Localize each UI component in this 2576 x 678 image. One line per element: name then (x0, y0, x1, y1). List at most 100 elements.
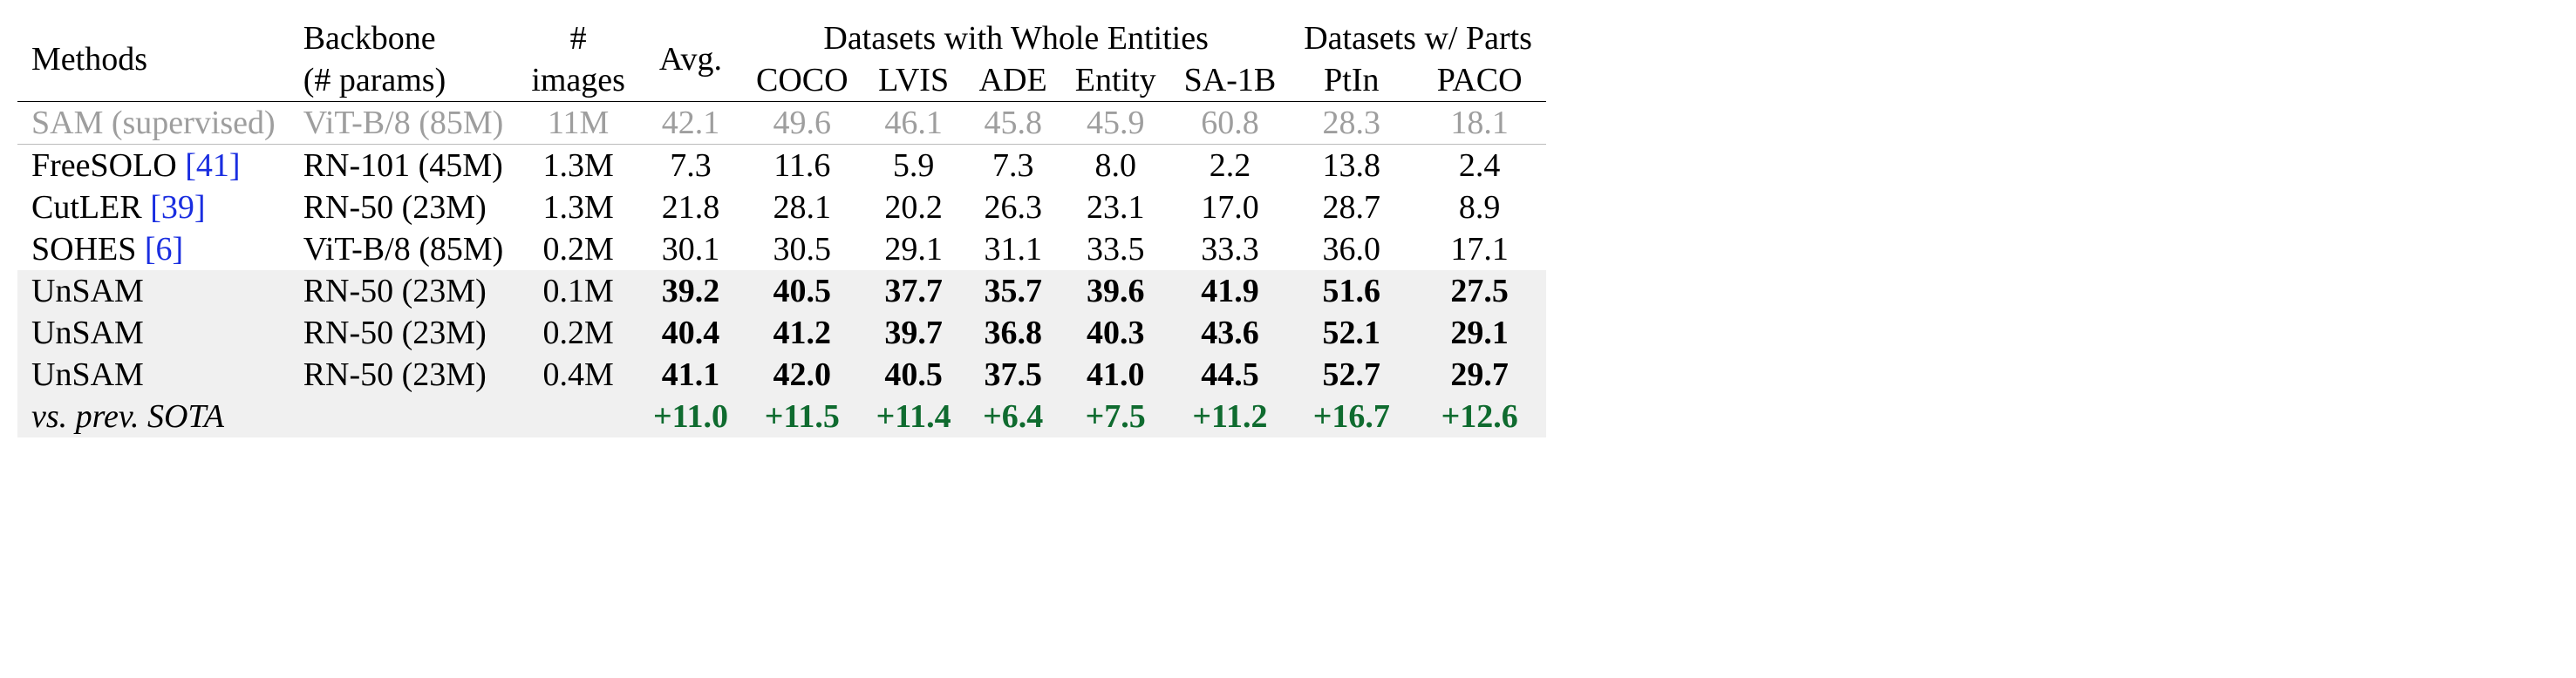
col-header-paco: PACO (1413, 59, 1546, 102)
citation-link[interactable]: [41] (185, 147, 240, 184)
delta-cell: +7.5 (1061, 396, 1170, 437)
val-cell: 40.5 (862, 354, 965, 396)
val-cell: 45.8 (965, 102, 1061, 145)
val-cell: 40.5 (742, 270, 862, 312)
val-cell: 29.1 (1413, 312, 1546, 354)
col-header-sa1b: SA-1B (1170, 59, 1291, 102)
delta-cell: +11.5 (742, 396, 862, 437)
backbone-cell: ViT-B/8 (85M) (290, 228, 518, 270)
citation-link[interactable]: [39] (150, 189, 205, 226)
val-cell: 36.0 (1290, 228, 1413, 270)
results-table: Methods Backbone # Avg. Datasets with Wh… (17, 17, 1546, 437)
val-cell: 37.5 (965, 354, 1061, 396)
val-cell: 36.8 (965, 312, 1061, 354)
val-cell: 44.5 (1170, 354, 1291, 396)
col-header-entity: Entity (1061, 59, 1170, 102)
method-name: FreeSOLO [41] (17, 145, 290, 187)
val-cell: 26.3 (965, 186, 1061, 228)
val-cell: 37.7 (862, 270, 965, 312)
val-cell: 21.8 (639, 186, 742, 228)
method-name: CutLER [39] (17, 186, 290, 228)
backbone-cell: RN-50 (23M) (290, 186, 518, 228)
col-header-methods: Methods (17, 17, 290, 102)
val-cell: 8.0 (1061, 145, 1170, 187)
val-cell: 40.3 (1061, 312, 1170, 354)
val-cell: 33.5 (1061, 228, 1170, 270)
val-cell: 29.7 (1413, 354, 1546, 396)
val-cell: 7.3 (965, 145, 1061, 187)
val-cell: 20.2 (862, 186, 965, 228)
col-header-backbone-top: Backbone (290, 17, 518, 59)
val-cell: 41.1 (639, 354, 742, 396)
val-cell: 41.2 (742, 312, 862, 354)
delta-cell: +16.7 (1290, 396, 1413, 437)
val-cell: 7.3 (639, 145, 742, 187)
delta-cell: +11.4 (862, 396, 965, 437)
citation-link[interactable]: [6] (145, 231, 183, 268)
val-cell: 8.9 (1413, 186, 1546, 228)
val-cell: 41.0 (1061, 354, 1170, 396)
method-name: UnSAM (17, 312, 290, 354)
method-name: SOHES [6] (17, 228, 290, 270)
backbone-cell: RN-50 (23M) (290, 270, 518, 312)
method-name: UnSAM (17, 270, 290, 312)
val-cell: 33.3 (1170, 228, 1291, 270)
val-cell: 17.1 (1413, 228, 1546, 270)
val-cell: 49.6 (742, 102, 862, 145)
val-cell: 46.1 (862, 102, 965, 145)
col-group-parts: Datasets w/ Parts (1290, 17, 1546, 59)
empty-cell (290, 396, 518, 437)
val-cell: 13.8 (1290, 145, 1413, 187)
val-cell: 41.9 (1170, 270, 1291, 312)
val-cell: 11.6 (742, 145, 862, 187)
val-cell: 2.2 (1170, 145, 1291, 187)
col-header-ptin: PtIn (1290, 59, 1413, 102)
val-cell: 17.0 (1170, 186, 1291, 228)
val-cell: 35.7 (965, 270, 1061, 312)
val-cell: 28.3 (1290, 102, 1413, 145)
col-header-images-bot: images (517, 59, 639, 102)
col-header-coco: COCO (742, 59, 862, 102)
backbone-cell: RN-101 (45M) (290, 145, 518, 187)
col-header-ade: ADE (965, 59, 1061, 102)
backbone-cell: RN-50 (23M) (290, 312, 518, 354)
val-cell: 39.2 (639, 270, 742, 312)
val-cell: 18.1 (1413, 102, 1546, 145)
backbone-cell: ViT-B/8 (85M) (290, 102, 518, 145)
val-cell: 30.5 (742, 228, 862, 270)
val-cell: 39.7 (862, 312, 965, 354)
val-cell: 52.1 (1290, 312, 1413, 354)
val-cell: 42.0 (742, 354, 862, 396)
delta-cell: +6.4 (965, 396, 1061, 437)
images-cell: 0.2M (517, 312, 639, 354)
images-cell: 0.2M (517, 228, 639, 270)
images-cell: 1.3M (517, 145, 639, 187)
backbone-cell: RN-50 (23M) (290, 354, 518, 396)
val-cell: 2.4 (1413, 145, 1546, 187)
val-cell: 31.1 (965, 228, 1061, 270)
col-group-whole: Datasets with Whole Entities (742, 17, 1290, 59)
val-cell: 45.9 (1061, 102, 1170, 145)
images-cell: 0.1M (517, 270, 639, 312)
delta-cell: +12.6 (1413, 396, 1546, 437)
col-header-backbone-bot: (# params) (290, 59, 518, 102)
val-cell: 39.6 (1061, 270, 1170, 312)
val-cell: 51.6 (1290, 270, 1413, 312)
val-cell: 28.7 (1290, 186, 1413, 228)
val-cell: 5.9 (862, 145, 965, 187)
val-cell: 23.1 (1061, 186, 1170, 228)
images-cell: 1.3M (517, 186, 639, 228)
method-name: SAM (supervised) (17, 102, 290, 145)
val-cell: 40.4 (639, 312, 742, 354)
val-cell: 52.7 (1290, 354, 1413, 396)
delta-label: vs. prev. SOTA (17, 396, 290, 437)
val-cell: 43.6 (1170, 312, 1291, 354)
empty-cell (517, 396, 639, 437)
col-header-images-top: # (517, 17, 639, 59)
images-cell: 11M (517, 102, 639, 145)
val-cell: 28.1 (742, 186, 862, 228)
images-cell: 0.4M (517, 354, 639, 396)
val-cell: 27.5 (1413, 270, 1546, 312)
method-name: UnSAM (17, 354, 290, 396)
col-header-lvis: LVIS (862, 59, 965, 102)
